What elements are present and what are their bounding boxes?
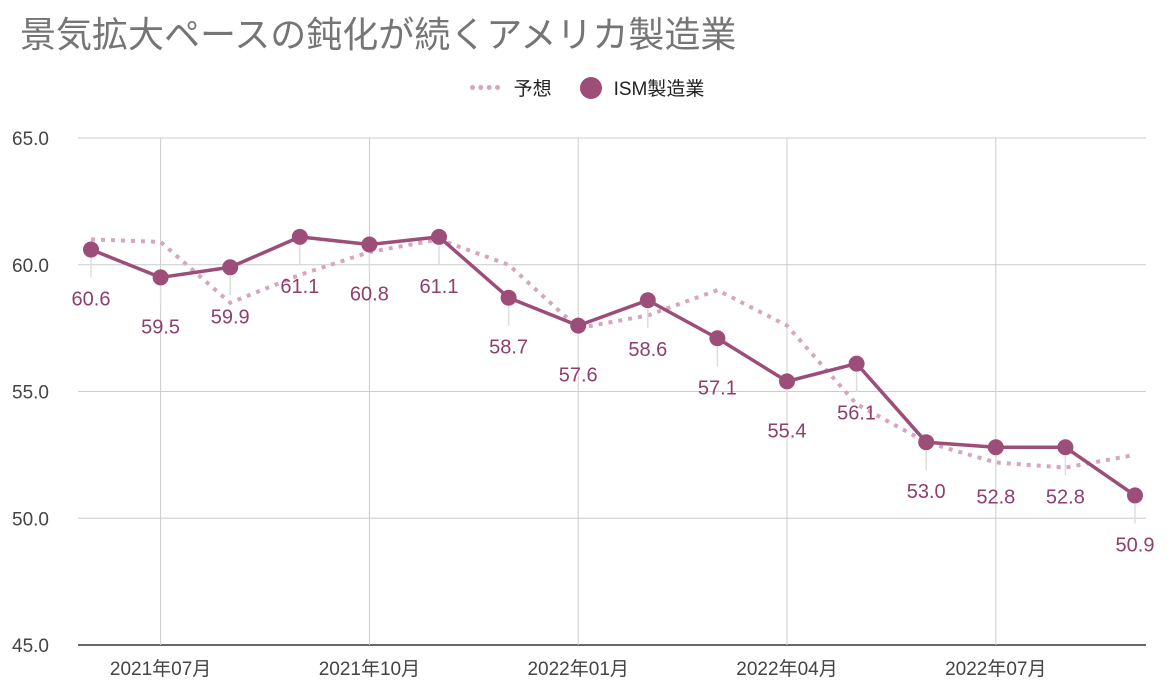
- data-label: 58.7: [489, 337, 528, 359]
- ism-point[interactable]: [1057, 439, 1074, 456]
- data-label: 60.6: [72, 289, 111, 311]
- ism-point[interactable]: [1127, 487, 1143, 504]
- y-tick-label: 65.0: [12, 129, 49, 150]
- x-tick-label: 2022年07月: [945, 658, 1046, 680]
- ism-point[interactable]: [291, 228, 308, 245]
- gridlines: [78, 137, 1146, 646]
- ism-point[interactable]: [639, 292, 656, 309]
- ism-point[interactable]: [222, 259, 239, 276]
- data-label: 59.5: [141, 316, 180, 338]
- data-label: 55.4: [768, 420, 807, 442]
- ism-point[interactable]: [431, 228, 447, 245]
- y-axis: 45.0 50.0 55.0 60.0 65.0: [12, 129, 49, 657]
- series-forecast: [90, 237, 1136, 470]
- ism-line: [90, 235, 1136, 497]
- ism-point[interactable]: [570, 317, 587, 334]
- legend-item-ism[interactable]: ISM製造業: [579, 74, 705, 101]
- y-tick-label: 45.0: [12, 636, 49, 657]
- data-label: 59.9: [211, 306, 250, 328]
- series-ism: [83, 228, 1143, 504]
- chart-title: 景気拡大ペースの鈍化が続くアメリカ製造業: [20, 15, 737, 56]
- ism-point[interactable]: [848, 355, 865, 372]
- legend-swatch-forecast: [469, 85, 500, 90]
- data-label: 61.1: [280, 276, 319, 298]
- legend-label-ism: ISM製造業: [613, 79, 705, 100]
- x-tick-label: 2022年01月: [527, 658, 628, 680]
- data-label: 57.1: [698, 377, 737, 399]
- data-labels: 60.6 59.5 59.9 61.1 60.8 61.1 58.7 57.6 58.6 57.1…: [72, 244, 1155, 556]
- data-label: 50.9: [1116, 534, 1155, 556]
- ism-point[interactable]: [152, 269, 169, 286]
- ism-point[interactable]: [709, 330, 726, 347]
- x-axis: 2021年07月 2021年10月 2022年01月 2022年04月 2022年07月: [110, 658, 1047, 680]
- data-label: 52.8: [1046, 486, 1085, 508]
- ism-point[interactable]: [361, 236, 378, 253]
- data-label: 53.0: [907, 481, 946, 503]
- data-label: 57.6: [559, 365, 598, 387]
- forecast-line: [90, 237, 1136, 470]
- legend-item-forecast[interactable]: 予想: [469, 74, 552, 101]
- y-tick-label: 55.0: [12, 383, 49, 404]
- data-label: 52.8: [976, 486, 1015, 508]
- ism-point[interactable]: [500, 289, 517, 306]
- data-label: 60.8: [350, 283, 389, 305]
- ism-point[interactable]: [779, 373, 795, 390]
- data-label: 58.6: [628, 339, 667, 361]
- x-tick-label: 2021年07月: [110, 658, 211, 680]
- ism-point[interactable]: [918, 434, 935, 451]
- data-label: 61.1: [420, 276, 459, 298]
- y-tick-label: 50.0: [12, 509, 49, 530]
- ism-point[interactable]: [83, 241, 99, 258]
- legend-swatch-ism: [579, 76, 602, 99]
- legend-label-forecast: 予想: [513, 79, 552, 100]
- x-tick-label: 2022年04月: [736, 658, 837, 680]
- ism-point[interactable]: [987, 439, 1004, 456]
- legend: 予想 ISM製造業: [0, 74, 1174, 101]
- x-tick-label: 2021年10月: [319, 658, 420, 680]
- data-label: 56.1: [837, 403, 876, 425]
- y-tick-label: 60.0: [12, 256, 49, 277]
